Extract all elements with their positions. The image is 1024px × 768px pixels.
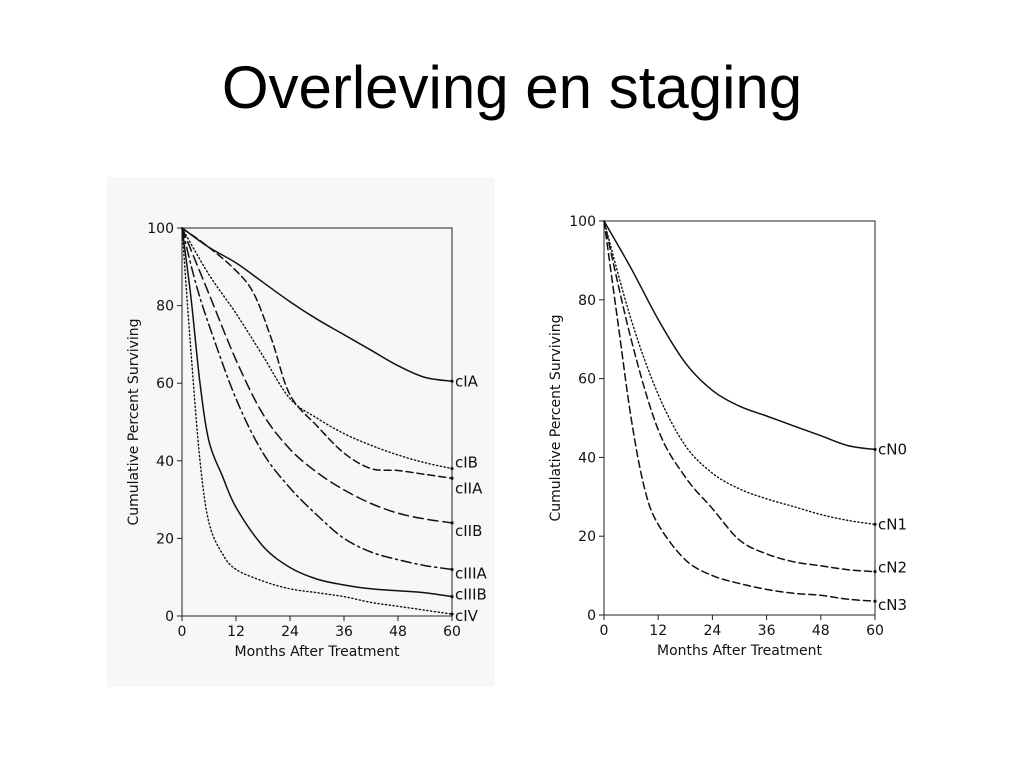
x-tick-label: 12 bbox=[227, 624, 245, 640]
series-label: cIIIA bbox=[455, 564, 488, 582]
y-axis-label: Cumulative Percent Surviving bbox=[126, 318, 142, 525]
x-tick-label: 36 bbox=[758, 623, 776, 639]
chart-nodal: 0 12 24 36 48 60 0 20 40 60 80 100 Months After Trea… bbox=[548, 214, 907, 659]
series-label: cIIIB bbox=[455, 586, 487, 604]
y-tick-label: 40 bbox=[578, 450, 596, 466]
series-line-cn1 bbox=[603, 220, 876, 526]
series-line-civ bbox=[181, 227, 453, 615]
x-axis-label: Months After Treatment bbox=[235, 644, 400, 660]
y-tick-label: 100 bbox=[147, 221, 174, 237]
x-tick-label: 24 bbox=[281, 624, 299, 640]
series-end-marker bbox=[450, 595, 454, 599]
series-end-marker bbox=[873, 570, 877, 574]
y-tick-label: 80 bbox=[578, 293, 596, 309]
y-tick-label: 20 bbox=[156, 531, 174, 547]
series-end-marker bbox=[873, 447, 877, 452]
series-label: cN3 bbox=[878, 596, 907, 614]
x-tick-label: 36 bbox=[335, 624, 353, 640]
series-line-cn0 bbox=[603, 220, 876, 451]
series-line-cia bbox=[181, 227, 453, 383]
x-tick-label: 60 bbox=[443, 624, 461, 640]
y-axis-label: Cumulative Percent Surviving bbox=[548, 314, 564, 521]
x-tick-label: 60 bbox=[866, 623, 884, 639]
series-label: cN0 bbox=[878, 441, 907, 459]
slide-title: Overleving en staging bbox=[221, 54, 803, 121]
figure-background bbox=[107, 177, 495, 687]
y-tick-label: 20 bbox=[578, 529, 596, 545]
y-tick-label: 100 bbox=[569, 214, 596, 230]
plot-frame bbox=[181, 227, 453, 617]
series-label: cIIB bbox=[455, 522, 482, 540]
y-tick-label: 80 bbox=[156, 299, 174, 315]
series-label: cIB bbox=[455, 454, 478, 472]
series-label: cIIA bbox=[455, 479, 483, 497]
y-tick-label: 40 bbox=[156, 454, 174, 470]
x-tick-label: 12 bbox=[649, 623, 667, 639]
series-label: cIA bbox=[455, 372, 479, 390]
chart-stage: 0 12 24 36 48 60 0 20 40 60 80 100 Months After Trea… bbox=[126, 221, 488, 660]
x-tick-label: 24 bbox=[703, 623, 721, 639]
series-line-ciiia bbox=[181, 227, 453, 571]
plot-frame bbox=[603, 220, 876, 616]
x-tick-label: 48 bbox=[389, 624, 407, 640]
y-tick-label: 0 bbox=[165, 609, 174, 625]
x-tick-label: 0 bbox=[178, 624, 187, 640]
series-end-marker bbox=[873, 599, 877, 603]
x-tick-label: 0 bbox=[600, 623, 609, 639]
series-end-marker bbox=[450, 612, 454, 616]
y-tick-label: 60 bbox=[156, 376, 174, 392]
x-tick-label: 48 bbox=[812, 623, 830, 639]
series-line-ciib bbox=[181, 227, 453, 524]
series-line-ciia bbox=[181, 227, 453, 480]
y-tick-label: 60 bbox=[578, 372, 596, 388]
series-line-cn2 bbox=[603, 220, 876, 573]
y-tick-label: 0 bbox=[587, 608, 596, 624]
series-end-marker bbox=[450, 567, 454, 572]
x-axis-label: Months After Treatment bbox=[657, 643, 822, 659]
series-label: cN1 bbox=[878, 515, 907, 533]
series-end-marker bbox=[873, 522, 877, 526]
series-end-marker bbox=[450, 476, 454, 480]
series-label: cN2 bbox=[878, 559, 907, 577]
series-end-marker bbox=[450, 379, 454, 383]
series-end-marker bbox=[450, 466, 454, 471]
series-line-cn3 bbox=[603, 220, 876, 602]
series-end-marker bbox=[450, 521, 454, 525]
series-line-ciiib bbox=[181, 227, 453, 598]
series-line-cib bbox=[181, 227, 453, 470]
series-label: cIV bbox=[455, 607, 479, 625]
